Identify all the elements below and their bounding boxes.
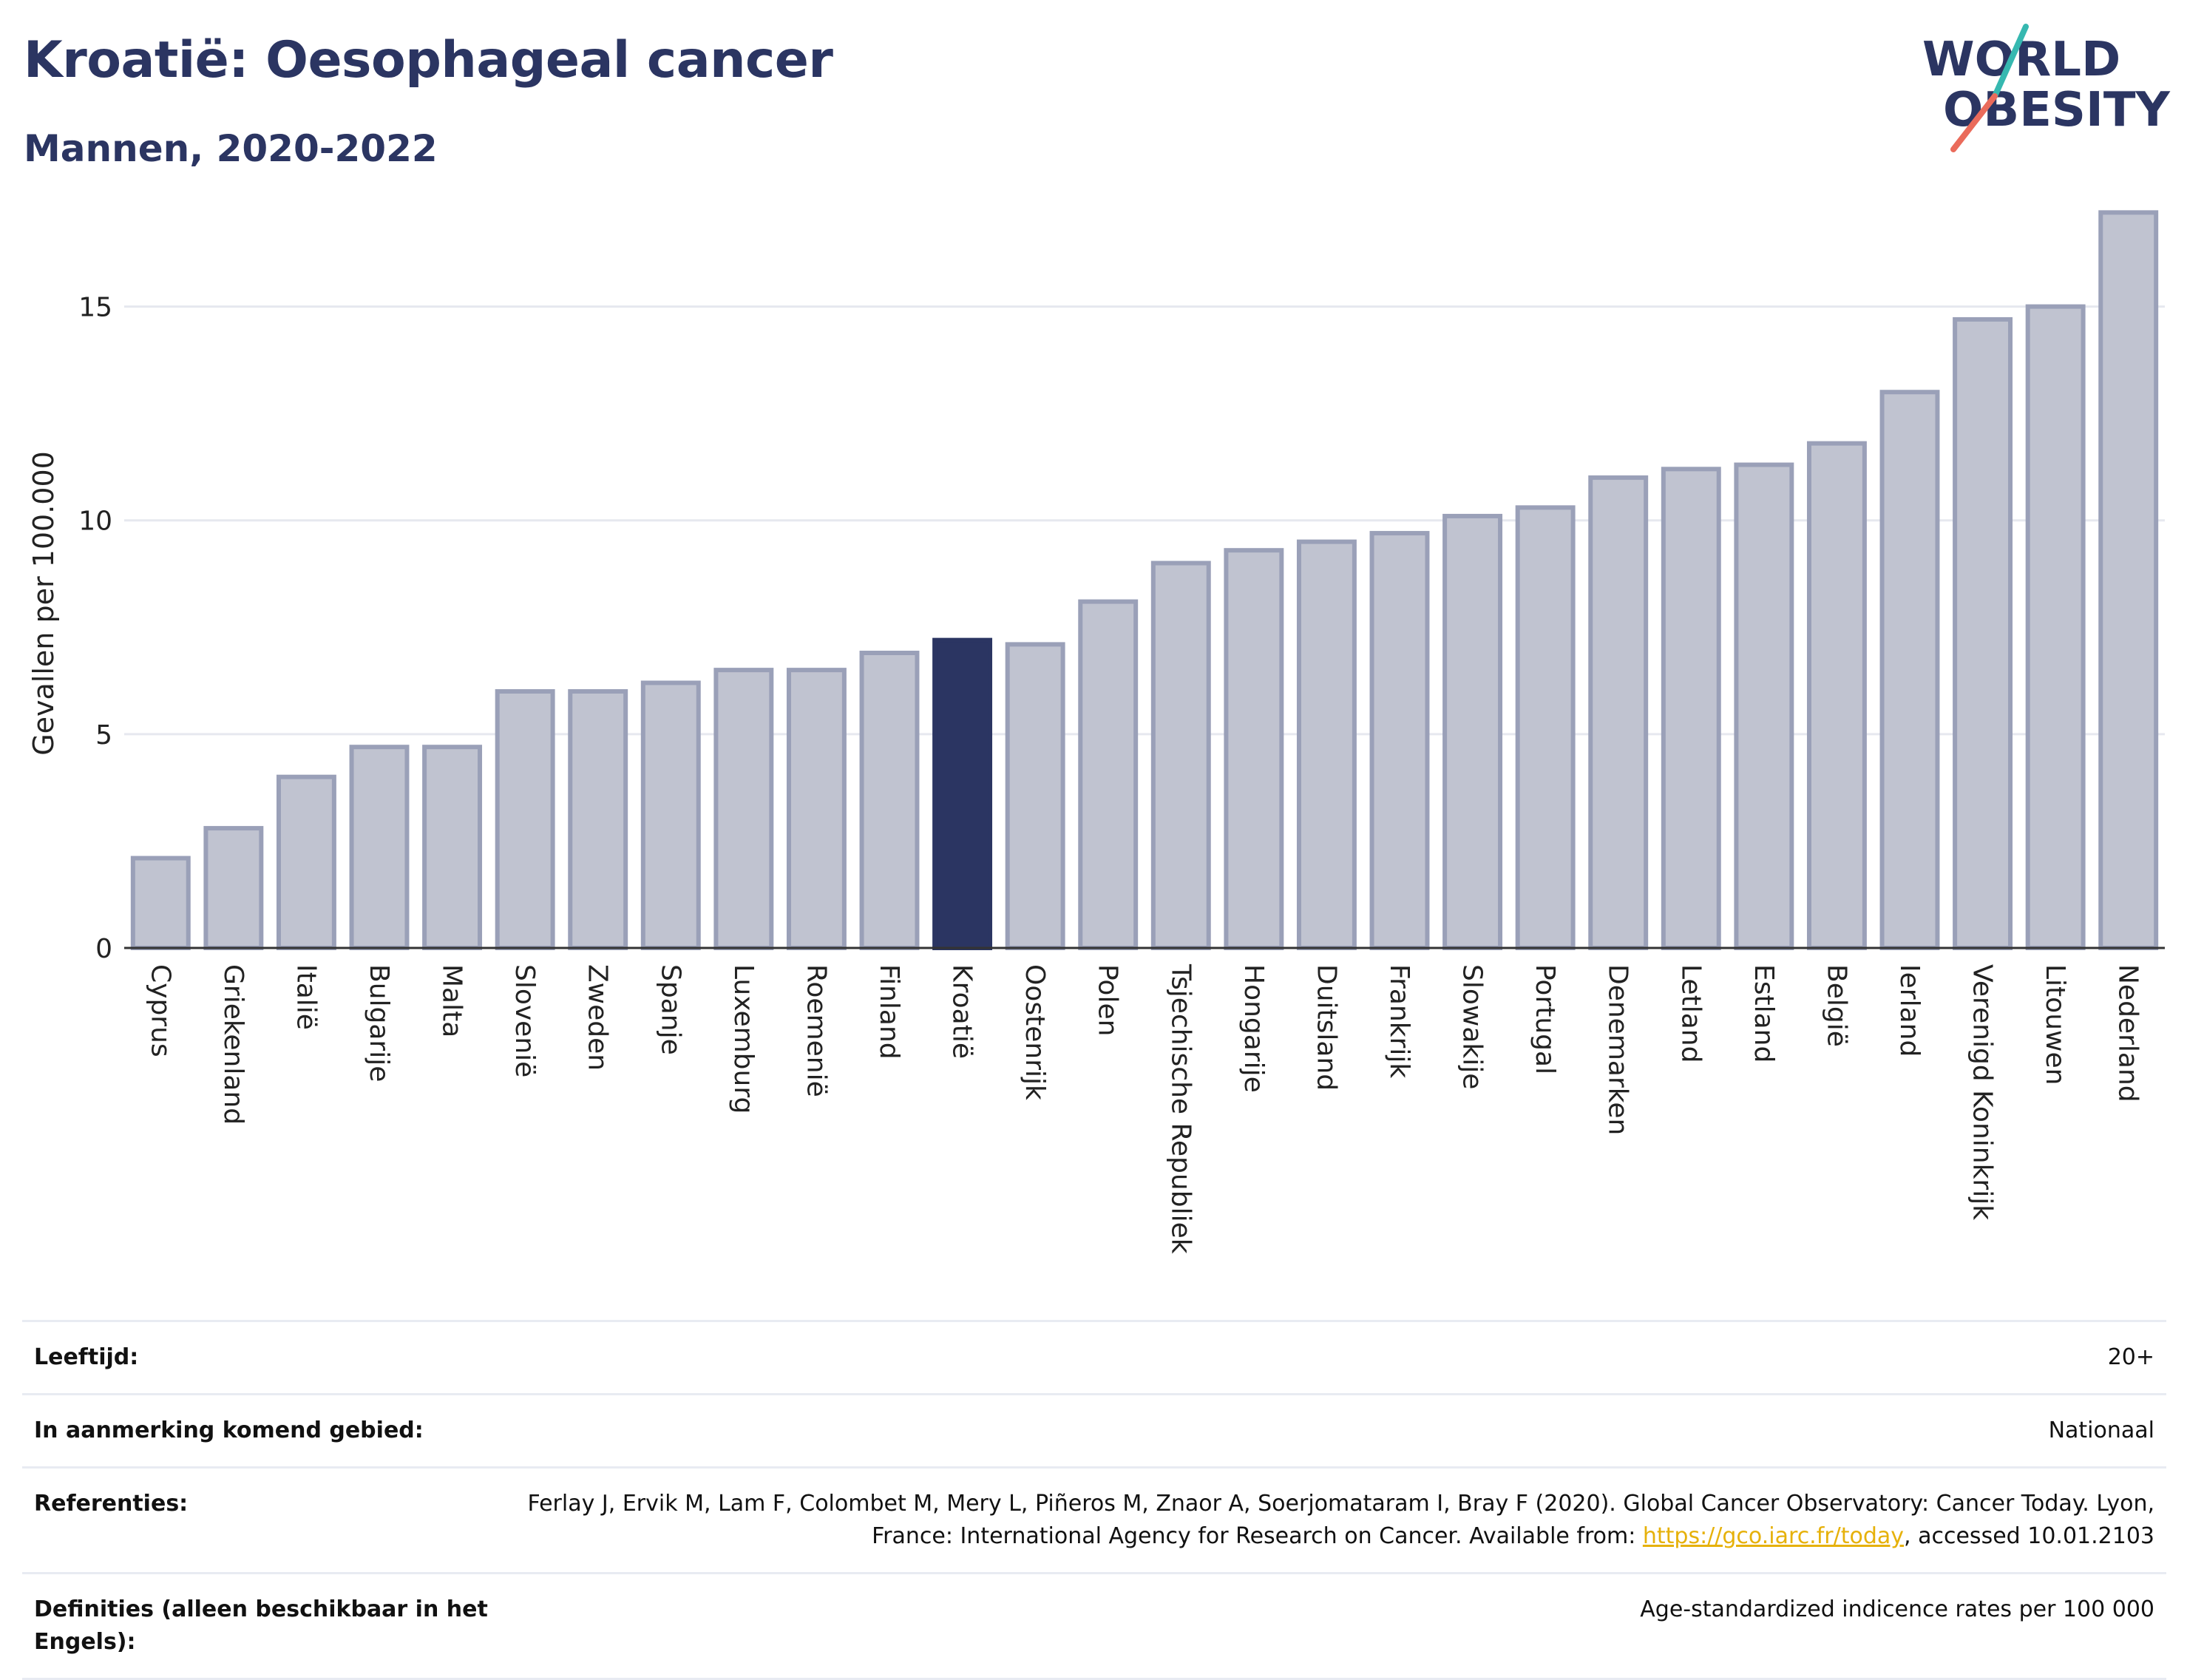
x-tick-label: Roemenië (801, 964, 831, 1097)
bar-frankrijk (1369, 531, 1430, 950)
bar-italië (276, 774, 336, 950)
x-tick-label: Zweden (583, 964, 613, 1071)
bar-tsjechische-republiek (1150, 560, 1211, 950)
area-label: In aanmerking komend gebied: (34, 1418, 424, 1443)
y-axis-ticks: 0 5 10 15 (78, 293, 112, 964)
x-tick-label: Slowakije (1457, 964, 1488, 1089)
x-tick-label: Cyprus (145, 964, 175, 1057)
bar-griekenland (203, 826, 264, 950)
bar-portugal (1515, 505, 1576, 950)
logo-slash-coral (1950, 93, 1998, 152)
x-tick-label: Italië (291, 964, 321, 1030)
x-axis-tick-labels: Cyprus Griekenland Italië Bulgarije Malta Slo… (145, 963, 2143, 1254)
x-tick-label: Malta (437, 964, 467, 1037)
bar-chart: 0 5 10 15 Gevallen per 100.000 Cyprus Grieke… (27, 210, 2165, 1254)
bar-slowakije (1442, 513, 1503, 950)
info-row-references: Referenties: Ferlay J, Ervik M, Lam F, C… (22, 1466, 2166, 1572)
bar-ierland (1879, 390, 1940, 950)
references-link[interactable]: https://gco.iarc.fr/today (1642, 1523, 1905, 1549)
x-tick-label: Portugal (1530, 964, 1560, 1074)
x-tick-label: Finland (874, 964, 904, 1060)
bar-cyprus (130, 856, 191, 951)
bar-denemarken (1588, 475, 1649, 950)
bar-finland (859, 650, 920, 950)
x-tick-label: Ierland (1894, 964, 1925, 1057)
bar-nederland (2098, 210, 2159, 950)
bar-kroatië (932, 637, 993, 950)
bar-oostenrijk (1005, 642, 1065, 950)
references-text: Ferlay J, Ervik M, Lam F, Colombet M, Me… (527, 1491, 2154, 1549)
y-tick-label: 5 (95, 720, 112, 751)
x-tick-label: Oostenrijk (1020, 964, 1050, 1100)
x-tick-label: Polen (1093, 964, 1123, 1036)
info-row-area: In aanmerking komend gebied: Nationaal (22, 1393, 2166, 1466)
references-value: Ferlay J, Ervik M, Lam F, Colombet M, Me… (507, 1488, 2154, 1553)
x-tick-label: Litouwen (2040, 964, 2070, 1085)
bar-spanje (640, 680, 701, 950)
y-tick-label: 10 (78, 507, 112, 537)
bar-hongarije (1224, 548, 1284, 950)
references-label: Referenties: (34, 1491, 189, 1517)
x-tick-label: België (1821, 964, 1851, 1047)
bar-polen (1078, 599, 1139, 950)
world-obesity-logo: WORLD OBESITY (1922, 24, 2170, 152)
x-tick-label: Nederland (2113, 964, 2143, 1102)
bar-luxemburg (713, 668, 774, 950)
x-tick-label: Luxemburg (728, 964, 759, 1114)
info-row-age: Leeftijd: 20+ (22, 1320, 2166, 1393)
area-value: Nationaal (2048, 1418, 2154, 1443)
bar-litouwen (2025, 304, 2086, 951)
definitions-value: Age-standardized indicence rates per 100… (1640, 1596, 2154, 1622)
x-tick-label: Tsjechische Republiek (1165, 963, 1196, 1254)
x-tick-label: Slovenië (509, 964, 540, 1077)
x-tick-label: Letland (1675, 964, 1706, 1063)
x-tick-label: Bulgarije (364, 964, 394, 1082)
bar-zweden (568, 689, 628, 950)
y-tick-label: 0 (95, 934, 112, 964)
y-tick-label: 15 (78, 293, 112, 323)
logo-slash-teal (1992, 24, 2029, 99)
bar-letland (1661, 467, 1721, 950)
bar-roemenië (786, 668, 847, 950)
x-tick-label: Frankrijk (1384, 964, 1414, 1078)
x-tick-label: Spanje (655, 964, 685, 1055)
bar-verenigd-koninkrijk (1953, 316, 2013, 951)
age-label: Leeftijd: (34, 1344, 139, 1370)
bar-duitsland (1296, 539, 1357, 950)
references-accessed: , accessed 10.01.2103 (1904, 1523, 2154, 1549)
chart-title: Kroatië: Oesophageal cancer (24, 31, 833, 89)
x-tick-label: Denemarken (1603, 964, 1633, 1135)
bar-bulgarije (349, 745, 410, 950)
x-tick-label: Duitsland (1311, 964, 1341, 1091)
bar-estland (1734, 462, 1794, 950)
info-row-definitions: Definities (alleen beschikbaar in het En… (22, 1572, 2166, 1680)
bar-belgië (1806, 441, 1867, 950)
x-tick-label: Estland (1749, 964, 1779, 1063)
x-tick-label: Kroatië (947, 964, 977, 1059)
x-tick-label: Hongarije (1238, 964, 1269, 1093)
definitions-label: Definities (alleen beschikbaar in het En… (34, 1596, 488, 1655)
chart-subtitle: Mannen, 2020-2022 (24, 127, 438, 170)
x-tick-label: Verenigd Koninkrijk (1967, 964, 1998, 1220)
y-axis-label: Gevallen per 100.000 (27, 451, 60, 756)
bars (130, 210, 2159, 951)
x-tick-label: Griekenland (218, 964, 248, 1125)
bar-malta (422, 745, 483, 950)
info-table: Leeftijd: 20+ In aanmerking komend gebie… (22, 1320, 2166, 1680)
bar-slovenië (495, 689, 555, 950)
age-value: 20+ (2107, 1344, 2154, 1370)
